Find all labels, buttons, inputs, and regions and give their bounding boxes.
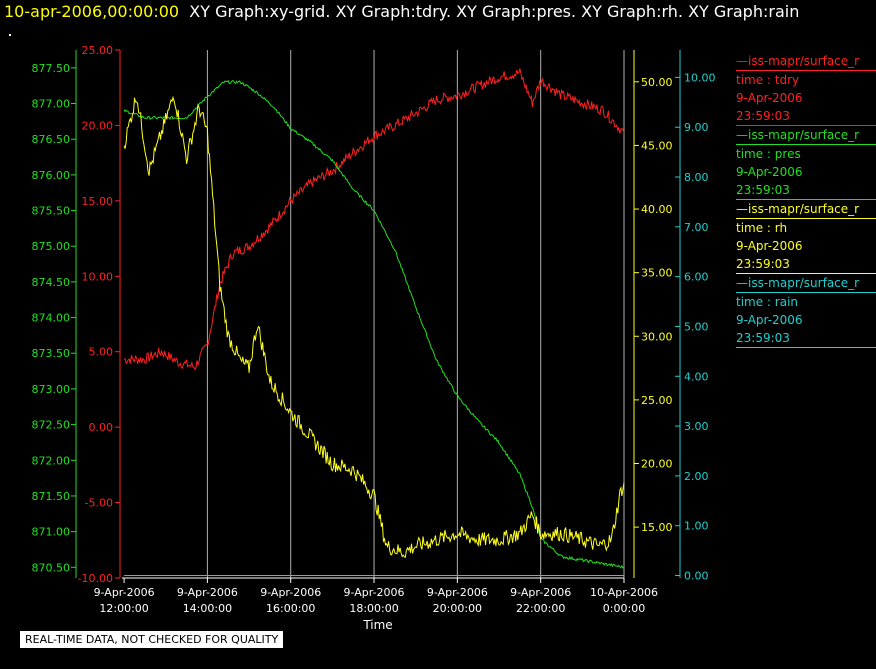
- legend-var: time : rh: [736, 221, 788, 235]
- x-tick-date: 9-Apr-2006: [260, 586, 321, 599]
- tdry-tick-label: 20.00: [82, 119, 114, 132]
- rain-tick-label: 4.00: [684, 370, 709, 383]
- pres-tick-label: 874.50: [32, 276, 71, 289]
- x-tick-time: 22:00:00: [516, 602, 565, 615]
- rh-tick-label: 20.00: [641, 457, 673, 470]
- window-title: 10-apr-2006,00:00:00 XY Graph:xy-grid. X…: [4, 2, 799, 21]
- pres-tick-label: 875.00: [32, 240, 71, 253]
- rh-tick-label: 35.00: [641, 267, 673, 280]
- rh-tick-label: 40.00: [641, 203, 673, 216]
- pres-tick-label: 874.00: [32, 312, 71, 325]
- legend-separator: [736, 199, 876, 200]
- pres-tick-label: 871.00: [32, 526, 71, 539]
- legend-separator: [736, 125, 876, 126]
- tdry-tick-label: 5.00: [89, 346, 114, 359]
- axes: 9-Apr-2006 12:00:00 9-Apr-2006 14:00:00 9-Ap…: [32, 44, 716, 615]
- pres-tick-label: 875.50: [32, 205, 71, 218]
- x-tick-date: 9-Apr-2006: [510, 586, 571, 599]
- rh-tick-label: 50.00: [641, 76, 673, 89]
- rh-tick-label: 45.00: [641, 139, 673, 152]
- x-tick-time: 18:00:00: [349, 602, 398, 615]
- x-tick-date: 9-Apr-2006: [344, 586, 405, 599]
- legend-date: 9-Apr-2006: [736, 313, 803, 327]
- x-tick-time: 12:00:00: [99, 602, 148, 615]
- rain-tick-label: 3.00: [684, 420, 709, 433]
- x-tick-time: 0:00:00: [603, 602, 645, 615]
- legend: —iss-mapr/surface_r time : tdry 9-Apr-2006…: [736, 52, 876, 348]
- legend-time: 23:59:03: [736, 183, 790, 197]
- quality-notice: REAL-TIME DATA, NOT CHECKED FOR QUALITY: [20, 631, 284, 648]
- pres-tick-label: 872.50: [32, 419, 71, 432]
- rain-tick-label: 2.00: [684, 470, 709, 483]
- rh-tick-label: 25.00: [641, 394, 673, 407]
- series-line-rh: [123, 95, 625, 559]
- legend-time: 23:59:03: [736, 109, 790, 123]
- rain-tick-label: 9.00: [684, 121, 709, 134]
- series-line-tdry: [123, 68, 625, 371]
- x-axis-title: Time: [363, 618, 393, 632]
- legend-time: 23:59:03: [736, 257, 790, 271]
- series-lines: [123, 68, 625, 576]
- tdry-tick-label: 0.00: [89, 421, 114, 434]
- rain-tick-label: 8.00: [684, 171, 709, 184]
- pres-tick-label: 877.50: [32, 62, 71, 75]
- legend-source: —iss-mapr/surface_r: [736, 126, 876, 145]
- legend-source: —iss-mapr/surface_r: [736, 200, 876, 219]
- pres-tick-label: 872.00: [32, 454, 71, 467]
- x-tick-time: 14:00:00: [183, 602, 232, 615]
- rain-tick-label: 0.00: [684, 570, 709, 583]
- pres-tick-label: 876.00: [32, 169, 71, 182]
- tdry-tick-label: -10.00: [78, 572, 113, 585]
- pres-tick-label: 870.50: [32, 561, 71, 574]
- title-graph-list: XY Graph:xy-grid. XY Graph:tdry. XY Grap…: [189, 2, 800, 21]
- pres-tick-label: 873.50: [32, 347, 71, 360]
- legend-var: time : tdry: [736, 73, 800, 87]
- legend-var: time : rain: [736, 295, 799, 309]
- rh-tick-label: 15.00: [641, 521, 673, 534]
- legend-date: 9-Apr-2006: [736, 165, 803, 179]
- marker-dot: [9, 34, 11, 36]
- rain-tick-label: 1.00: [684, 520, 709, 533]
- rh-tick-label: 30.00: [641, 330, 673, 343]
- x-tick-time: 16:00:00: [266, 602, 315, 615]
- legend-separator: [736, 273, 876, 274]
- legend-date: 9-Apr-2006: [736, 239, 803, 253]
- legend-time: 23:59:03: [736, 331, 790, 345]
- legend-date: 9-Apr-2006: [736, 91, 803, 105]
- x-tick-date: 9-Apr-2006: [177, 586, 238, 599]
- legend-separator: [736, 347, 876, 348]
- rain-tick-label: 5.00: [684, 320, 709, 333]
- x-tick-date: 10-Apr-2006: [590, 586, 658, 599]
- title-date: 10-apr-2006,00:00:00: [4, 2, 180, 21]
- legend-source: —iss-mapr/surface_r: [736, 274, 876, 293]
- rain-tick-label: 6.00: [684, 271, 709, 284]
- x-tick-time: 20:00:00: [433, 602, 482, 615]
- grid-lines: [206, 50, 625, 578]
- rain-tick-label: 7.00: [684, 221, 709, 234]
- x-tick-date: 9-Apr-2006: [427, 586, 488, 599]
- pres-tick-label: 877.00: [32, 98, 71, 111]
- x-tick-date: 9-Apr-2006: [94, 586, 155, 599]
- tdry-tick-label: 15.00: [82, 195, 114, 208]
- tdry-tick-label: 10.00: [82, 270, 114, 283]
- pres-tick-label: 873.00: [32, 383, 71, 396]
- legend-source: —iss-mapr/surface_r: [736, 52, 876, 71]
- pres-tick-label: 876.50: [32, 133, 71, 146]
- rain-tick-label: 10.00: [684, 71, 716, 84]
- tdry-tick-label: -5.00: [85, 497, 113, 510]
- tdry-tick-label: 25.00: [82, 44, 114, 57]
- legend-var: time : pres: [736, 147, 801, 161]
- pres-tick-label: 871.50: [32, 490, 71, 503]
